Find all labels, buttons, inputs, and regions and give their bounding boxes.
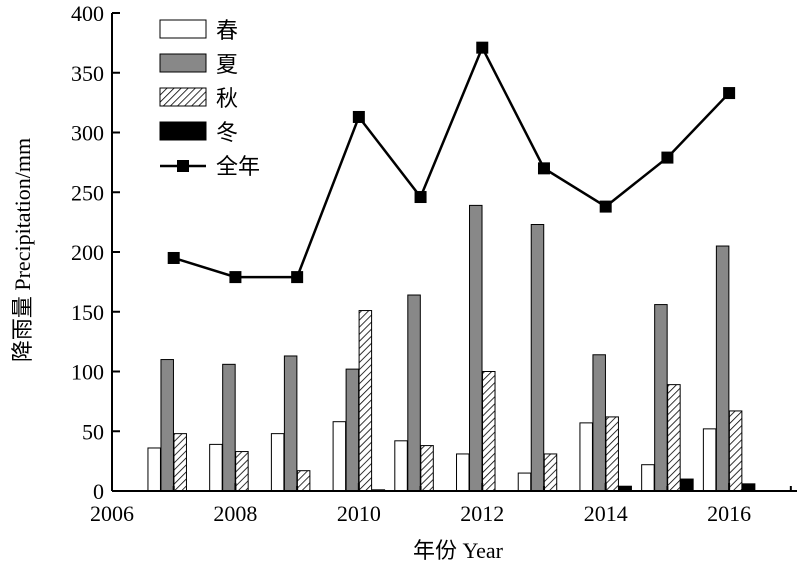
bar-夏-2014 (592, 354, 606, 492)
x-axis-label: 年份 Year (413, 538, 504, 563)
bar-秋-2013 (543, 453, 558, 492)
legend-label-全年: 全年 (216, 154, 260, 179)
y-tick-label-300: 300 (71, 121, 104, 146)
bar-秋-2008 (235, 451, 249, 492)
bar-春-2011 (394, 440, 408, 492)
bar-春-2009 (270, 433, 285, 492)
annual-point-2009 (291, 271, 304, 284)
y-tick-label-250: 250 (71, 180, 104, 205)
bar-夏-2010 (345, 368, 360, 492)
bar-春-2012 (456, 453, 470, 492)
annual-point-2008 (229, 271, 242, 284)
y-tick-label-400: 400 (71, 1, 104, 26)
bar-春-2014 (579, 422, 593, 492)
y-tick-label-100: 100 (71, 360, 104, 385)
annual-point-2014 (599, 200, 612, 213)
y-tick-label-50: 50 (82, 419, 104, 444)
bar-春-2007 (147, 447, 161, 492)
x-tick-label-2014: 2014 (584, 501, 628, 526)
bar-秋-2007 (173, 433, 187, 492)
legend-swatch-秋 (159, 87, 207, 107)
annual-point-2010 (352, 110, 365, 123)
bar-夏-2012 (469, 204, 483, 492)
bar-夏-2007 (160, 359, 174, 492)
x-tick-label-2012: 2012 (460, 501, 504, 526)
annual-point-2011 (414, 191, 427, 204)
legend-swatch-春 (159, 19, 207, 39)
y-tick-label-350: 350 (71, 61, 104, 86)
legend-label-秋: 秋 (216, 86, 238, 111)
legend-label-冬: 冬 (216, 120, 238, 145)
annual-point-2013 (537, 162, 550, 175)
y-tick-label-200: 200 (71, 240, 104, 265)
legend-label-春: 春 (216, 18, 238, 43)
x-tick-label-2010: 2010 (337, 501, 381, 526)
bar-冬-2016 (741, 483, 756, 492)
bar-夏-2015 (654, 304, 668, 492)
y-tick-label-0: 0 (93, 479, 104, 504)
bar-夏-2008 (222, 363, 236, 492)
bar-夏-2011 (407, 294, 421, 492)
bar-春-2015 (641, 464, 655, 492)
x-tick-label-2016: 2016 (707, 501, 751, 526)
bar-春-2013 (517, 472, 532, 492)
bar-夏-2016 (715, 245, 730, 492)
bar-冬-2015 (680, 478, 694, 492)
annual-point-2015 (661, 151, 674, 164)
bar-秋-2009 (296, 470, 311, 492)
annual-point-2016 (723, 87, 736, 100)
legend-swatch-夏 (159, 53, 207, 73)
legend-swatch-冬 (159, 121, 207, 141)
bar-秋-2015 (667, 384, 681, 492)
annual-point-2007 (167, 251, 180, 264)
bar-春-2010 (332, 421, 347, 492)
y-axis-label: 降雨量 Precipitation/mm (10, 138, 35, 362)
bar-秋-2014 (605, 416, 619, 492)
x-tick-label-2006: 2006 (90, 501, 134, 526)
annual-point-2012 (476, 41, 489, 54)
plot-area: 0 50 100 150 200 250 300 350 400 2006 2008 2010 2012… (71, 1, 797, 526)
x-tick-label-2008: 2008 (213, 501, 257, 526)
bar-秋-2011 (420, 445, 434, 492)
bar-夏-2013 (530, 224, 545, 492)
legend-label-夏: 夏 (216, 52, 238, 77)
annual-line (173, 44, 731, 279)
bar-秋-2016 (728, 410, 743, 492)
bar-春-2016 (702, 428, 717, 492)
bar-夏-2009 (283, 355, 298, 492)
bar-春-2008 (209, 443, 223, 492)
bar-秋-2010 (358, 310, 373, 492)
bar-秋-2012 (482, 371, 496, 492)
y-tick-label-150: 150 (71, 300, 104, 325)
legend-marker-全年 (177, 160, 189, 172)
